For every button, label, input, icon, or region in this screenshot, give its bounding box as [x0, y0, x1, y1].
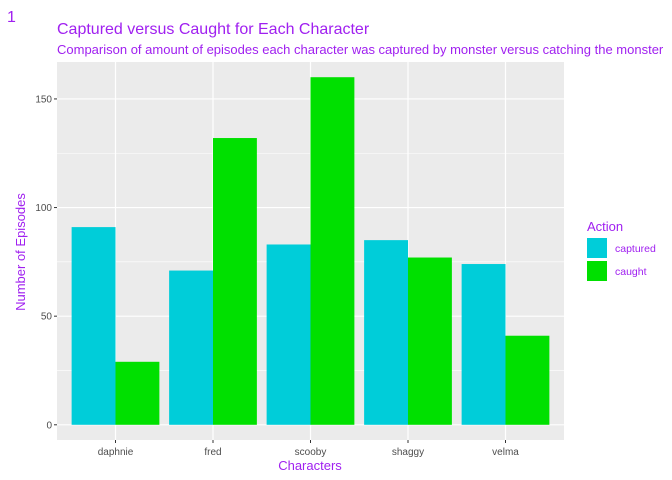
legend-title: Action	[587, 219, 623, 234]
x-axis: daphnie fred scooby shaggy velma	[98, 440, 519, 458]
x-tick-label: daphnie	[98, 447, 134, 458]
bar-captured-velma	[461, 264, 506, 425]
x-axis-title: Characters	[278, 458, 342, 473]
corner-label: 1	[7, 9, 16, 26]
bar-caught-fred	[213, 138, 257, 425]
y-tick-label: 50	[41, 312, 53, 323]
y-axis-title: Number of Episodes	[13, 193, 28, 311]
x-tick-label: velma	[492, 447, 519, 458]
bar-captured-shaggy	[364, 240, 408, 425]
bar-captured-scooby	[266, 244, 311, 425]
chart-title: Captured versus Caught for Each Characte…	[57, 21, 370, 38]
bar-captured-daphnie	[71, 227, 116, 425]
bar-caught-shaggy	[408, 257, 452, 425]
legend-key-caught	[587, 261, 607, 281]
legend: Action captured caught	[587, 219, 656, 281]
chart-subtitle: Comparison of amount of episodes each ch…	[57, 42, 664, 57]
bar-captured-fred	[169, 270, 213, 425]
bars	[71, 77, 550, 425]
legend-label-caught: caught	[615, 266, 647, 278]
legend-label-captured: captured	[615, 243, 656, 255]
y-axis: 0 50 100 150	[35, 94, 57, 431]
y-tick-label: 100	[35, 203, 52, 214]
x-tick-label: scooby	[295, 447, 327, 458]
x-tick-label: shaggy	[392, 447, 424, 458]
y-tick-label: 150	[35, 94, 52, 105]
bar-caught-daphnie	[115, 361, 160, 425]
legend-key-captured	[587, 238, 607, 258]
bar-caught-scooby	[310, 77, 355, 425]
x-tick-label: fred	[204, 447, 221, 458]
bar-caught-velma	[505, 335, 550, 425]
y-tick-label: 0	[46, 420, 52, 431]
